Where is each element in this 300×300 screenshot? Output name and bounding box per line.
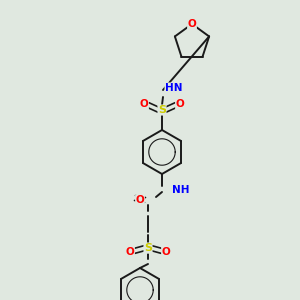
Text: O: O: [136, 195, 144, 205]
Text: NH: NH: [172, 185, 190, 195]
Text: O: O: [126, 247, 134, 257]
Text: O: O: [188, 19, 196, 29]
Text: HN: HN: [165, 83, 182, 93]
Text: O: O: [176, 99, 184, 109]
Text: S: S: [144, 243, 152, 253]
Text: O: O: [140, 99, 148, 109]
Text: O: O: [162, 247, 170, 257]
Text: S: S: [158, 105, 166, 115]
